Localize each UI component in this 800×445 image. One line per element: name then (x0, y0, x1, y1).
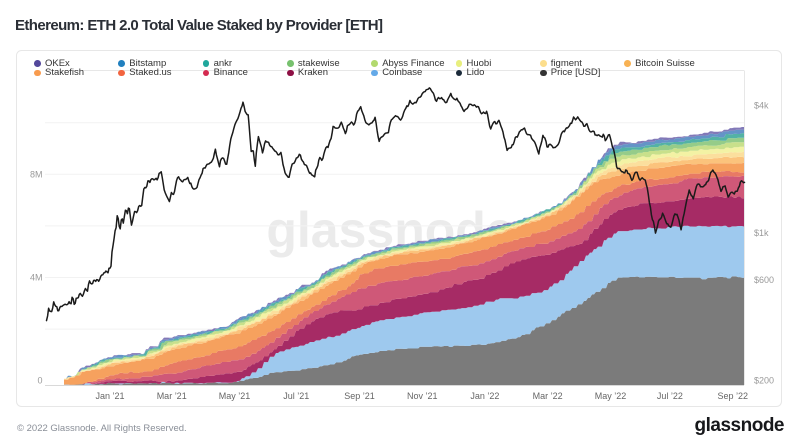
svg-text:Jan ’22: Jan ’22 (470, 391, 499, 401)
svg-text:$200: $200 (754, 376, 774, 386)
svg-text:$1k: $1k (754, 228, 769, 238)
svg-text:Jul ’21: Jul ’21 (283, 391, 309, 401)
svg-text:0: 0 (37, 376, 42, 386)
svg-text:4M: 4M (30, 273, 43, 283)
svg-text:$600: $600 (754, 275, 774, 285)
svg-text:Sep ’22: Sep ’22 (718, 391, 749, 401)
svg-text:$4k: $4k (754, 101, 769, 111)
svg-text:Mar ’21: Mar ’21 (157, 391, 187, 401)
svg-text:May ’22: May ’22 (595, 391, 627, 401)
svg-text:8M: 8M (30, 169, 43, 179)
svg-text:Mar ’22: Mar ’22 (533, 391, 563, 401)
svg-text:Sep ’21: Sep ’21 (344, 391, 375, 401)
svg-text:Jan ’21: Jan ’21 (95, 391, 124, 401)
svg-text:Nov ’21: Nov ’21 (407, 391, 438, 401)
svg-text:May ’21: May ’21 (219, 391, 251, 401)
svg-text:Jul ’22: Jul ’22 (657, 391, 683, 401)
